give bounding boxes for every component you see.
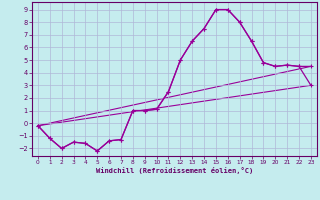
X-axis label: Windchill (Refroidissement éolien,°C): Windchill (Refroidissement éolien,°C) xyxy=(96,167,253,174)
